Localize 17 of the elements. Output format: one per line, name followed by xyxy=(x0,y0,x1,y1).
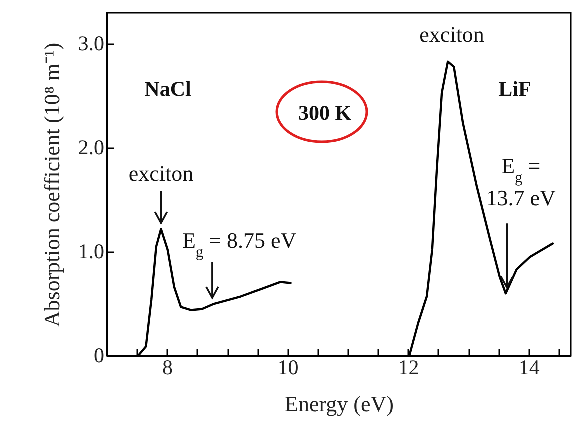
annotation: 300 K xyxy=(298,101,352,125)
x-tick-label: 8 xyxy=(162,356,174,380)
annotation: E$_{g}$ = 13.7 eV xyxy=(486,154,556,211)
x-tick-label: 14 xyxy=(518,356,540,380)
x-axis-title: Energy (eV) xyxy=(285,392,394,416)
annotation: exciton xyxy=(420,22,484,47)
x-tick-label: 12 xyxy=(398,356,420,380)
annotation: exciton xyxy=(128,161,194,186)
annotation: LiF xyxy=(498,77,532,101)
y-tick-label: 0 xyxy=(94,344,104,368)
y-tick-label: 1.0 xyxy=(78,240,104,264)
y-tick-label: 2.0 xyxy=(78,136,104,160)
annotation: E$_{g}$ = 8.75 eV xyxy=(182,228,297,261)
annotation: NaCl xyxy=(144,77,192,101)
y-axis-title: Absorption coefficient (10⁸ m⁻¹) xyxy=(39,42,64,328)
x-tick-label: 10 xyxy=(278,356,299,380)
y-tick-label: 3.0 xyxy=(78,32,104,56)
